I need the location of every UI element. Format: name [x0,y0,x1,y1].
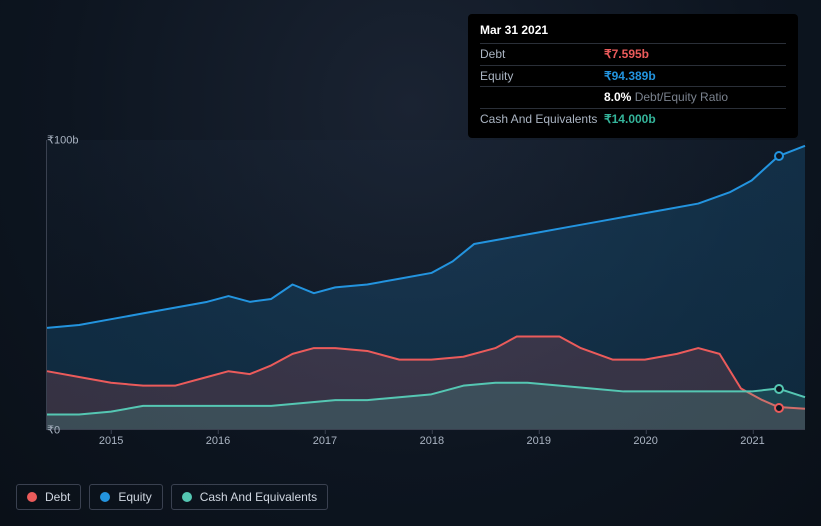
x-axis-label: 2019 [526,435,550,447]
series-marker-debt [774,403,784,413]
legend-label: Equity [118,490,151,504]
y-axis-label: ₹100b [47,134,61,147]
series-marker-cash [774,384,784,394]
x-axis-label: 2018 [420,435,444,447]
tooltip-row: 8.0% Debt/Equity Ratio [480,86,786,108]
legend-dot-icon [100,492,110,502]
legend-item-cash-and-equivalents[interactable]: Cash And Equivalents [171,484,328,510]
legend-dot-icon [27,492,37,502]
legend-dot-icon [182,492,192,502]
legend-item-debt[interactable]: Debt [16,484,81,510]
x-axis-label: 2017 [313,435,337,447]
legend-label: Debt [45,490,70,504]
x-axis-label: 2015 [99,435,123,447]
tooltip-row-label: Debt [480,46,604,63]
tooltip-date: Mar 31 2021 [480,22,786,39]
legend-item-equity[interactable]: Equity [89,484,162,510]
tooltip-row-label: Equity [480,68,604,85]
x-axis-label: 2016 [206,435,230,447]
chart-area: ₹100b₹02015201620172018201920202021 [16,120,805,430]
tooltip-row: Equity₹94.389b [480,65,786,87]
y-axis-label: ₹0 [47,424,61,437]
tooltip-row-value: 8.0% Debt/Equity Ratio [604,89,728,106]
legend-label: Cash And Equivalents [200,490,317,504]
series-marker-equity [774,151,784,161]
chart-plot[interactable]: ₹100b₹02015201620172018201920202021 [46,140,805,430]
tooltip-row-label [480,89,604,106]
tooltip-row: Debt₹7.595b [480,43,786,65]
x-axis-label: 2020 [633,435,657,447]
tooltip-row-value: ₹94.389b [604,68,656,85]
x-axis-label: 2021 [740,435,764,447]
tooltip-row-value: ₹7.595b [604,46,649,63]
chart-svg [47,140,805,429]
chart-legend: Debt Equity Cash And Equivalents [16,484,328,510]
